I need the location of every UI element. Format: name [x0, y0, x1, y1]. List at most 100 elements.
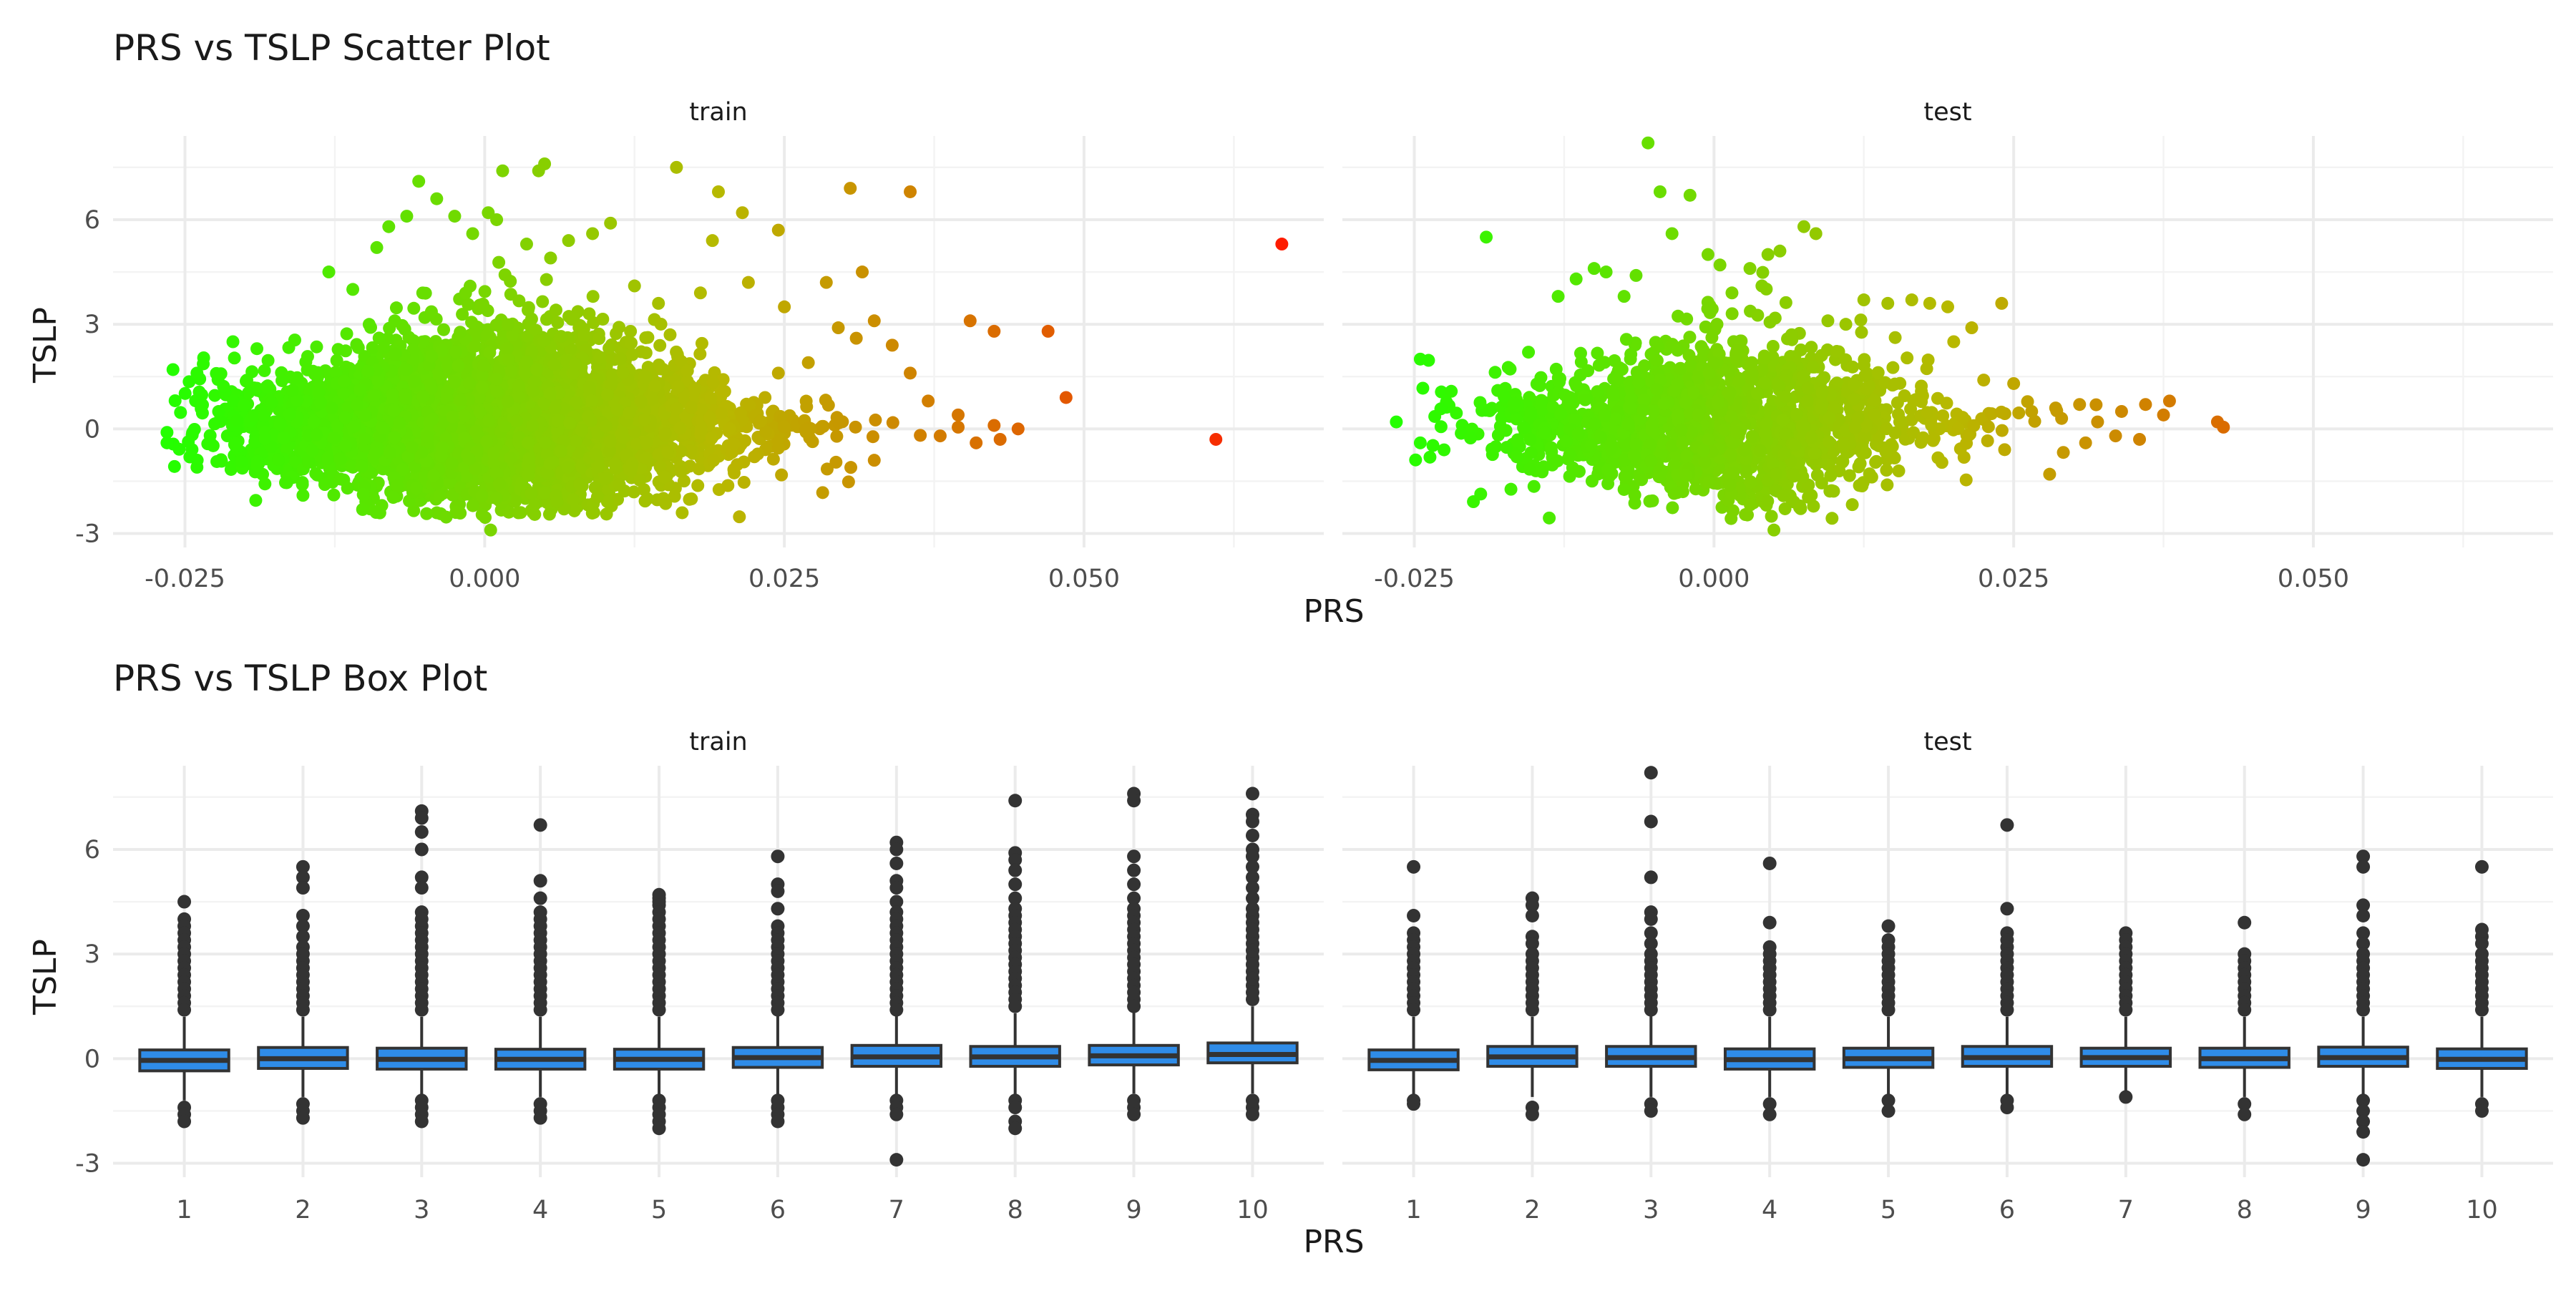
scatter-point: [683, 493, 696, 506]
scatter-point: [288, 333, 301, 346]
scatter-point: [655, 318, 668, 331]
scatter-point: [337, 474, 350, 487]
scatter-point: [492, 256, 505, 269]
scatter-point: [538, 334, 551, 347]
scatter-point: [512, 507, 525, 520]
scatter-point: [614, 352, 627, 365]
scatter-point: [715, 407, 728, 420]
scatter-point: [376, 422, 389, 434]
scatter-point: [536, 295, 549, 308]
scatter-point: [522, 437, 535, 449]
x-tick-label: 0.025: [748, 565, 820, 593]
scatter-point: [420, 507, 433, 520]
box-strip-test: test: [1923, 728, 1971, 756]
scatter-point: [321, 452, 334, 465]
scatter-point: [258, 477, 271, 490]
scatter-point: [550, 495, 563, 508]
scatter-point: [489, 466, 502, 479]
y-tick-label: 0: [84, 415, 100, 444]
scatter-point: [850, 332, 863, 345]
scatter-point: [426, 413, 439, 426]
scatter-point: [887, 416, 899, 429]
scatter-point: [454, 507, 467, 520]
scatter-point: [510, 414, 523, 427]
scatter-point: [640, 346, 653, 359]
scatter-point: [421, 430, 434, 443]
scatter-point: [230, 414, 243, 427]
scatter-point: [479, 285, 492, 298]
scatter-point: [1726, 307, 1739, 320]
scatter-point: [551, 316, 564, 329]
scatter-point: [736, 206, 749, 219]
scatter-point: [543, 457, 556, 470]
scatter-point: [387, 404, 400, 417]
y-tick-label: 6: [84, 206, 100, 235]
scatter-point: [626, 349, 639, 361]
scatter-point: [502, 318, 514, 331]
scatter-point: [555, 444, 567, 457]
scatter-point: [182, 435, 195, 448]
scatter-point: [670, 402, 683, 415]
scatter-point: [844, 461, 857, 474]
scatter-point: [778, 301, 791, 313]
scatter-point: [656, 363, 669, 376]
scatter-point: [352, 341, 365, 354]
scatter-point: [1680, 313, 1693, 326]
scatter-point: [242, 386, 255, 399]
scatter-point: [544, 252, 557, 265]
scatter-point: [355, 460, 368, 473]
scatter-point: [587, 290, 600, 303]
scatter-point: [454, 326, 467, 338]
scatter-point: [567, 311, 580, 323]
scatter-point: [368, 389, 381, 402]
scatter-point: [382, 220, 395, 233]
scatter-point: [767, 453, 780, 466]
scatter-point: [733, 510, 746, 523]
scatter-point: [227, 336, 240, 349]
scatter-point: [987, 325, 1000, 338]
scatter-point: [610, 462, 623, 475]
scatter-point: [346, 283, 359, 296]
x-tick-label: 0.050: [1048, 565, 1120, 593]
scatter-point: [1711, 318, 1724, 331]
scatter-point: [283, 408, 296, 421]
scatter-point: [483, 346, 496, 359]
scatter-point: [695, 423, 708, 436]
scatter-point: [638, 414, 651, 427]
scatter-point: [496, 165, 509, 177]
scatter-point: [832, 321, 845, 334]
scatter-point: [427, 469, 440, 482]
scatter-point: [215, 367, 228, 380]
scatter-point: [437, 323, 450, 336]
scatter-point: [416, 390, 429, 403]
scatter-point: [582, 410, 595, 423]
scatter-point: [463, 452, 476, 465]
scatter-point: [260, 381, 273, 394]
scatter-point: [258, 410, 270, 423]
scatter-point: [604, 435, 617, 448]
scatter-point: [1765, 510, 1778, 522]
scatter-point: [886, 338, 899, 351]
scatter-point: [310, 341, 323, 354]
scatter-point: [519, 366, 532, 379]
scatter-point: [648, 379, 661, 392]
scatter-point: [1901, 351, 1913, 364]
scatter-point: [663, 328, 676, 341]
scatter-point: [436, 442, 449, 454]
scatter-point: [512, 379, 525, 392]
scatter-point: [590, 448, 602, 461]
scatter-point: [653, 339, 666, 352]
scatter-point: [1889, 331, 1902, 344]
scatter-x-axis-title: PRS: [1303, 593, 1364, 630]
scatter-point: [469, 340, 482, 353]
scatter-point: [454, 394, 467, 406]
scatter-point: [280, 476, 293, 489]
scatter-point: [359, 409, 372, 422]
scatter-point: [1522, 346, 1535, 359]
scatter-point: [1931, 452, 1944, 464]
scatter-point: [987, 419, 1000, 432]
scatter-point: [430, 193, 443, 205]
scatter-strip-train: train: [689, 98, 747, 127]
